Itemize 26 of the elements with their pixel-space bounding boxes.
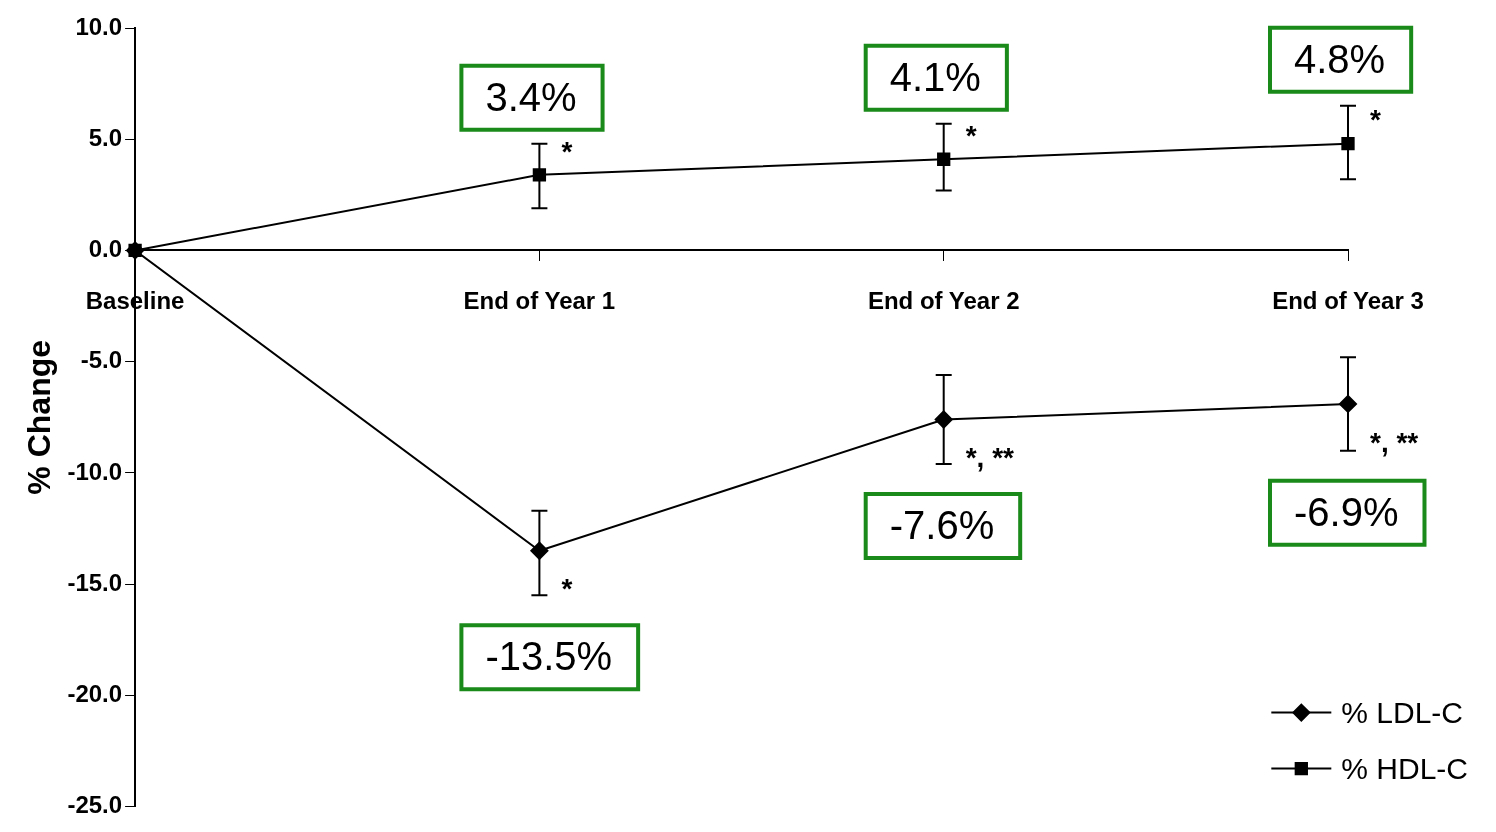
annotation: * — [561, 573, 573, 605]
annotation: *, ** — [965, 442, 1015, 474]
annotation: * — [965, 119, 977, 151]
data-label: 3.4% — [485, 74, 577, 119]
y-tick-label: -15.0 — [67, 568, 123, 596]
data-label: -7.6% — [889, 503, 995, 548]
legend-label: % LDL-C — [1341, 695, 1464, 729]
data-label: -13.5% — [485, 634, 613, 679]
data-label: 4.1% — [889, 54, 981, 99]
legend-label: % HDL-C — [1341, 751, 1469, 785]
y-tick-label: 10.0 — [75, 12, 123, 40]
x-tick-label: End of Year 1 — [463, 287, 616, 315]
x-tick-label: End of Year 3 — [1272, 287, 1424, 315]
data-label: 4.8% — [1294, 36, 1386, 81]
y-axis-title: % Change — [21, 339, 58, 495]
y-tick-label: -10.0 — [67, 457, 123, 485]
y-tick-label: 0.0 — [88, 235, 123, 263]
annotation: * — [561, 135, 573, 167]
annotation: * — [1370, 104, 1381, 136]
data-label: -6.9% — [1294, 489, 1399, 534]
annotation: *, ** — [1370, 426, 1419, 458]
y-tick-label: -5.0 — [80, 346, 123, 374]
y-tick-label: -20.0 — [67, 680, 123, 707]
y-tick-label: -25.0 — [67, 791, 123, 819]
y-tick-label: 5.0 — [88, 123, 123, 151]
x-tick-label: End of Year 2 — [867, 287, 1020, 315]
